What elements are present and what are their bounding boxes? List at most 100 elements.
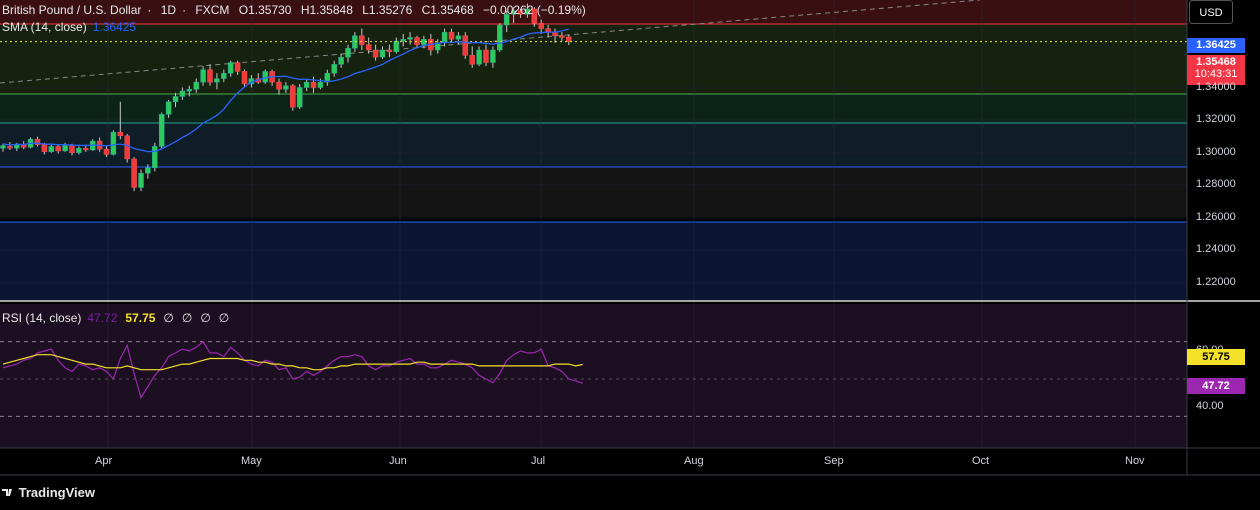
candle-body	[241, 71, 248, 85]
candle-body	[41, 144, 48, 153]
candle-body	[359, 35, 365, 45]
rsi-value: 47.72	[87, 311, 118, 325]
sma-line	[2, 28, 569, 153]
candle-body	[566, 36, 572, 42]
candle-body	[234, 62, 241, 72]
ohlc-open: O1.35730	[238, 3, 292, 17]
price-tick: 1.26000	[1196, 211, 1236, 223]
ohlc-low: L1.35276	[362, 3, 413, 17]
candle-body	[221, 72, 227, 79]
rsi-extra-2: ∅	[181, 311, 193, 325]
ohlc-high: H1.35848	[300, 3, 353, 17]
sma-legend[interactable]: SMA (14, close) 1.36425	[2, 20, 136, 34]
rsi-legend[interactable]: RSI (14, close) 47.72 57.75 ∅ ∅ ∅ ∅	[2, 311, 229, 325]
candle-body	[296, 87, 303, 108]
last-price: 1.35468	[1196, 56, 1236, 68]
rsi-ma-value: 57.75	[125, 311, 156, 325]
price-tick: 1.28000	[1196, 178, 1236, 190]
candle-body	[7, 146, 13, 149]
candle-body	[158, 114, 165, 147]
candle-body	[165, 101, 172, 115]
time-tick: Sep	[824, 455, 844, 467]
interval[interactable]: 1D	[160, 3, 177, 17]
time-tick: Nov	[1125, 455, 1145, 467]
candle-body	[138, 172, 144, 188]
rsi-tick: 40.00	[1196, 400, 1224, 412]
candle-body	[455, 35, 462, 40]
candle-body	[462, 35, 469, 56]
candle-body	[214, 78, 220, 83]
candle-body	[227, 62, 234, 74]
candle-body	[117, 131, 124, 136]
price-tick: 1.22000	[1196, 276, 1236, 288]
candle-body	[262, 71, 268, 83]
candle-body	[290, 85, 296, 108]
candle-body	[386, 49, 393, 53]
candle-body	[407, 37, 413, 40]
candle-body	[497, 24, 503, 51]
time-tick: Aug	[684, 455, 704, 467]
zone-band	[0, 94, 1187, 123]
candle-body	[186, 89, 193, 92]
candle-body	[559, 35, 565, 38]
candle-body	[124, 135, 130, 160]
time-tick: Jun	[389, 455, 407, 467]
sma-label: SMA (14, close)	[2, 20, 87, 34]
countdown: 10:43:31	[1194, 68, 1238, 80]
currency-button[interactable]: USD	[1189, 0, 1233, 24]
candle-body	[324, 72, 331, 83]
candle-body	[483, 49, 489, 63]
price-tick: 1.34000	[1196, 81, 1236, 93]
candle-body	[476, 49, 482, 65]
support-zone	[0, 24, 1187, 94]
candle-body	[62, 145, 68, 152]
time-tick: May	[241, 455, 262, 467]
rsi-label-tag: 47.72	[1187, 378, 1245, 394]
rsi-label: RSI (14, close)	[2, 311, 82, 325]
candle-body	[145, 167, 151, 174]
candle-body	[310, 81, 317, 88]
candle-body	[207, 69, 213, 83]
symbol-name[interactable]: British Pound / U.S. Dollar	[2, 3, 142, 17]
sma-value: 1.36425	[92, 20, 137, 34]
candle-body	[200, 69, 206, 83]
rsi-extra-3: ∅	[200, 311, 211, 325]
candle-body	[517, 10, 524, 15]
price-tick: 1.32000	[1196, 113, 1236, 125]
candle-body	[317, 81, 324, 88]
candle-body	[69, 145, 75, 153]
candle-body	[490, 49, 496, 63]
price-tick: 1.30000	[1196, 146, 1236, 158]
candle-body	[193, 81, 199, 90]
tradingview-logo[interactable]: TradingView	[2, 485, 95, 500]
candle-body	[283, 85, 289, 90]
candle-body	[345, 47, 351, 58]
candle-body	[448, 31, 455, 40]
candle-body	[152, 146, 158, 169]
candle-body	[372, 49, 379, 58]
candle-body	[524, 8, 531, 15]
candle-body	[365, 44, 372, 51]
candle-body	[0, 145, 6, 149]
time-tick: Jul	[531, 455, 546, 467]
candle-body	[131, 158, 137, 188]
rsi-ma-label: 57.75	[1187, 349, 1245, 365]
candle-body	[14, 144, 20, 149]
candle-body	[34, 139, 41, 145]
candle-body	[55, 146, 61, 152]
zone-band	[0, 222, 1187, 300]
change-value: −0.00262 (−0.19%)	[483, 3, 586, 17]
brand-name: TradingView	[18, 485, 95, 500]
candle-body	[103, 148, 110, 155]
sma-price-label: 1.36425	[1187, 38, 1245, 53]
zone-band	[0, 123, 1187, 167]
rsi-line	[2, 340, 583, 400]
resistance-zone	[0, 0, 1187, 24]
zone-band	[0, 167, 1187, 217]
candle-body	[379, 49, 386, 58]
symbol-header: British Pound / U.S. Dollar · 1D · FXCM O1…	[2, 3, 586, 17]
candle-body	[179, 90, 186, 97]
rsi-ma-line	[2, 354, 583, 371]
